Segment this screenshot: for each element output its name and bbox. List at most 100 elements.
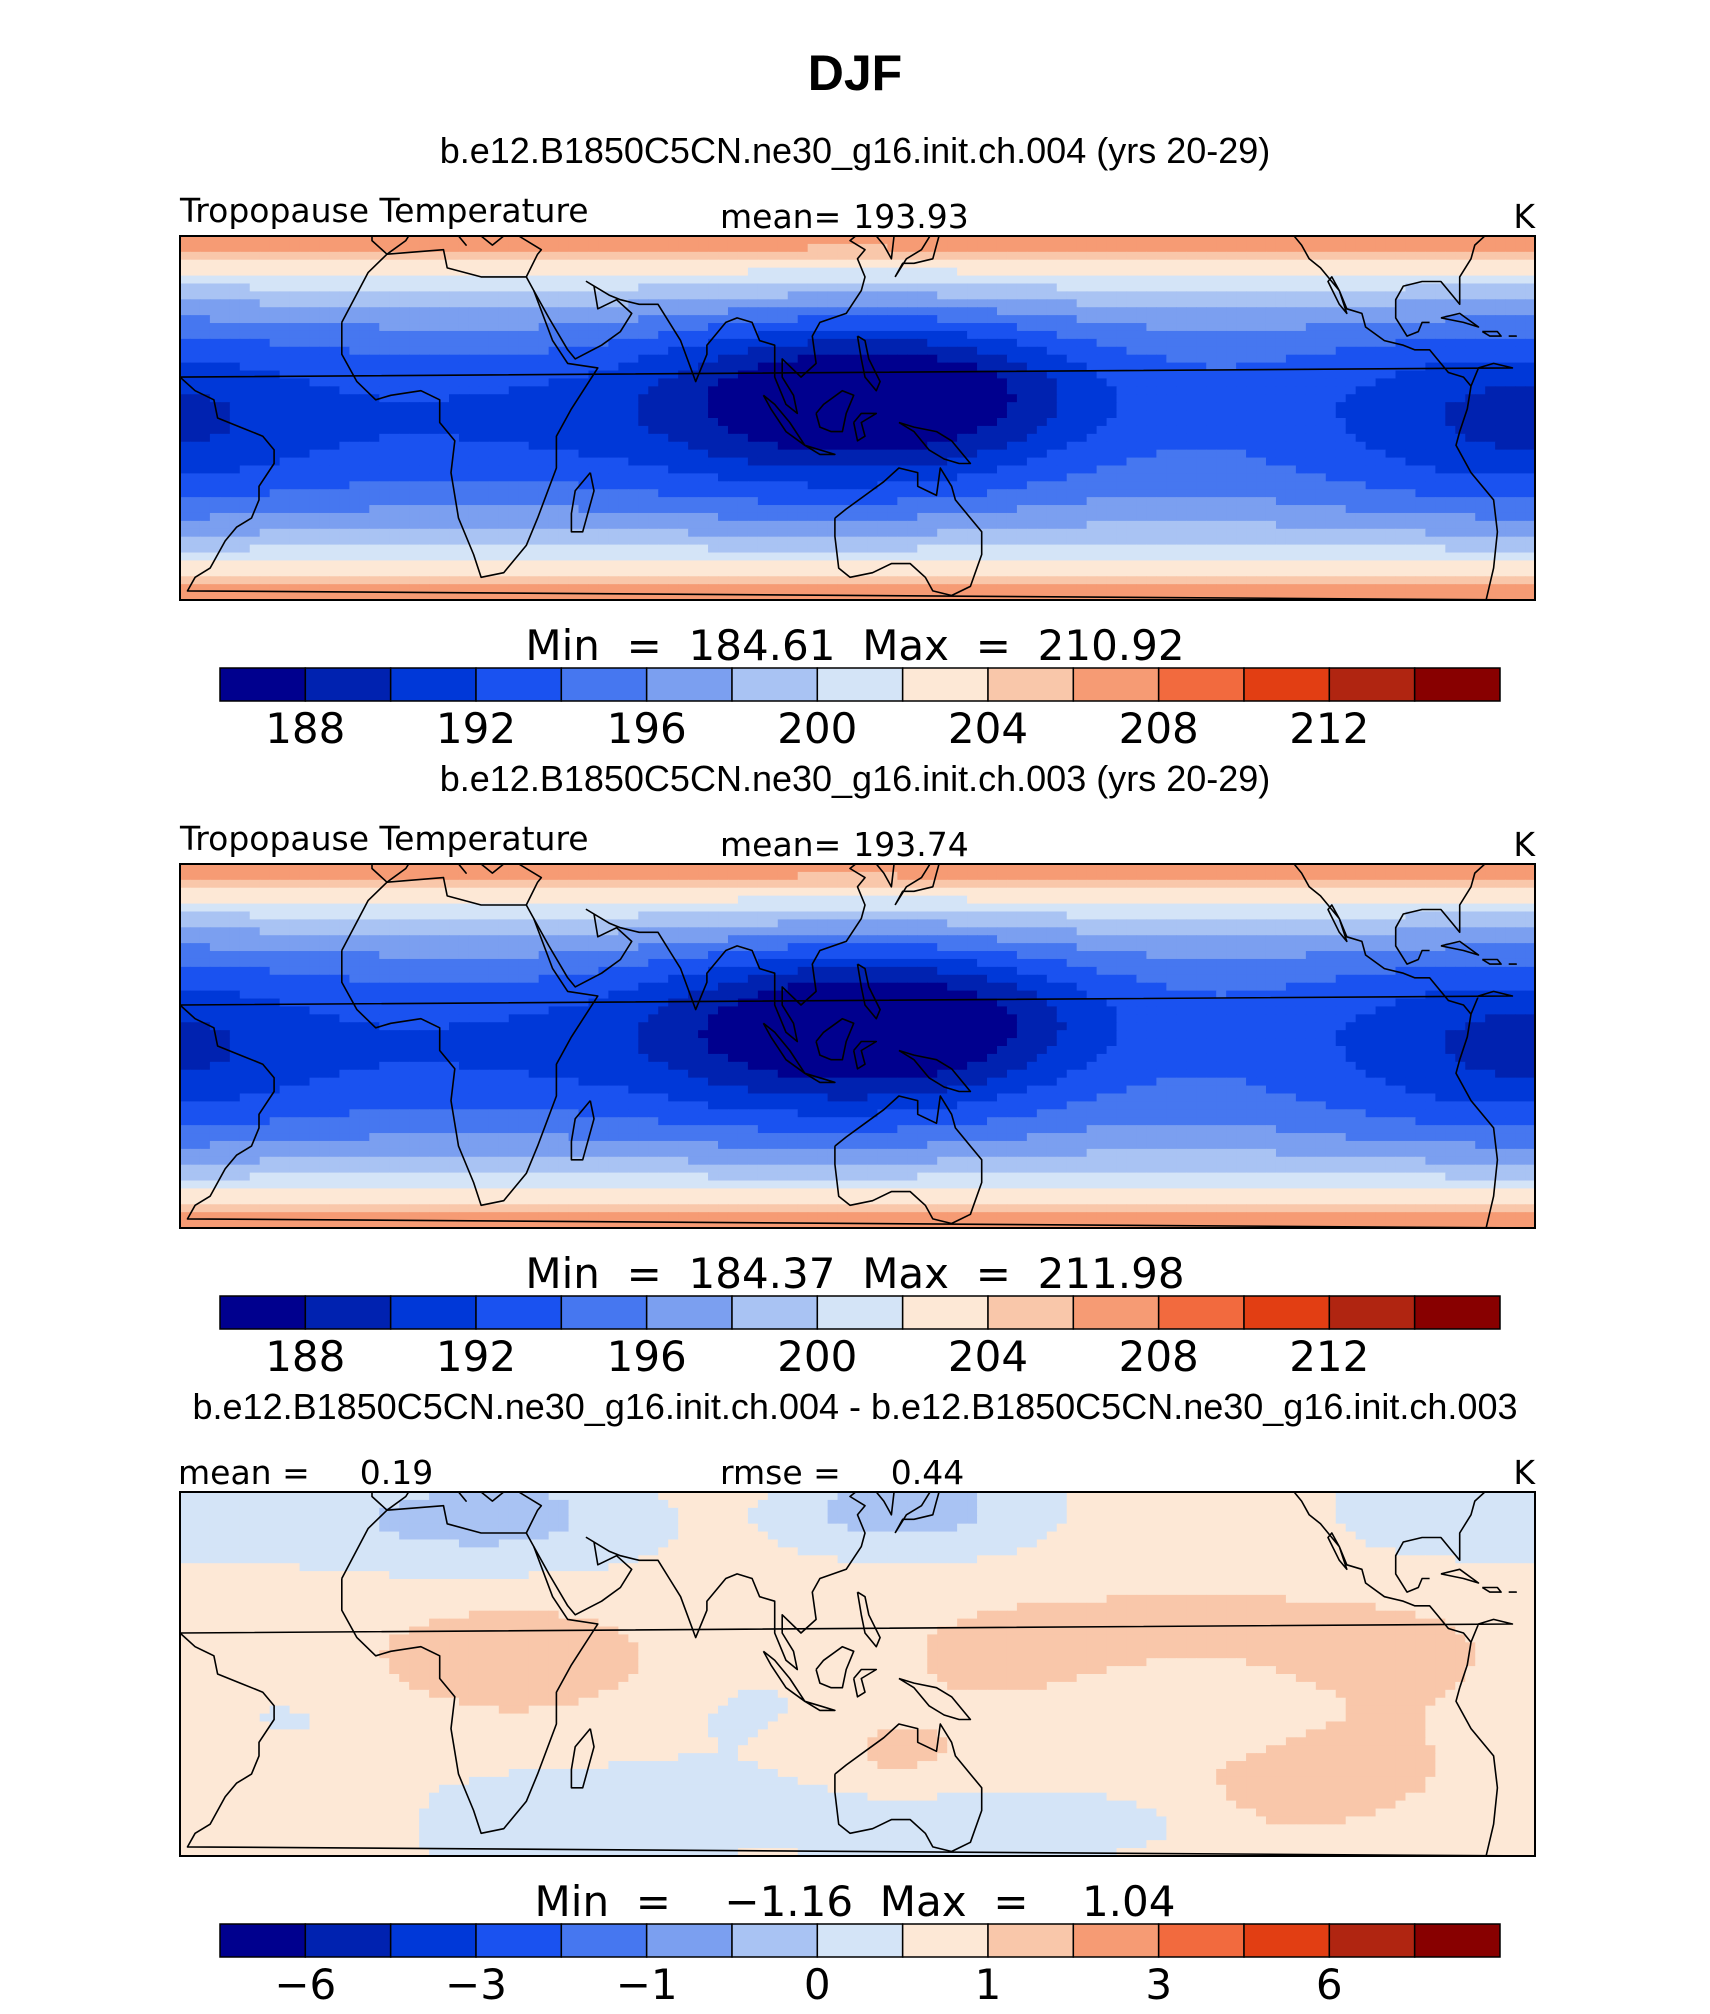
field-cell bbox=[1475, 346, 1486, 356]
field-cell bbox=[1345, 346, 1357, 356]
field-cell bbox=[857, 441, 869, 451]
field-cell bbox=[180, 505, 191, 514]
field-cell bbox=[708, 307, 719, 316]
field-cell bbox=[1455, 402, 1466, 411]
field-cell bbox=[877, 433, 888, 443]
field-cell bbox=[987, 243, 998, 253]
field-cell bbox=[299, 251, 311, 261]
field-cell bbox=[1525, 267, 1535, 277]
field-cell bbox=[1455, 259, 1466, 269]
field-cell bbox=[787, 299, 799, 308]
field-cell bbox=[429, 323, 440, 332]
field-cell bbox=[319, 299, 331, 308]
field-cell bbox=[648, 330, 659, 340]
field-cell bbox=[239, 410, 251, 419]
field-cell bbox=[1226, 251, 1237, 261]
field-cell bbox=[1126, 243, 1138, 253]
field-cell bbox=[468, 473, 480, 482]
field-cell bbox=[468, 338, 480, 348]
field-cell bbox=[767, 394, 779, 403]
field-cell bbox=[698, 433, 709, 443]
field-cell bbox=[289, 457, 301, 467]
field-cell bbox=[1295, 481, 1307, 490]
field-cell bbox=[1465, 251, 1476, 261]
field-cell bbox=[1176, 512, 1187, 522]
field-cell bbox=[688, 386, 699, 395]
field-cell bbox=[1265, 394, 1277, 403]
field-cell bbox=[1515, 283, 1526, 292]
field-cell bbox=[289, 473, 301, 482]
field-cell bbox=[409, 449, 420, 459]
field-cell bbox=[847, 338, 859, 348]
field-cell bbox=[708, 402, 719, 411]
field-cell bbox=[1305, 354, 1317, 364]
field-cell bbox=[299, 457, 311, 467]
field-cell bbox=[199, 512, 211, 522]
field-cell bbox=[957, 291, 968, 300]
field-cell bbox=[409, 354, 420, 364]
field-cell bbox=[1196, 299, 1207, 308]
field-cell bbox=[996, 299, 1008, 308]
field-cell bbox=[1096, 275, 1108, 285]
field-cell bbox=[1116, 449, 1128, 459]
field-cell bbox=[1415, 251, 1426, 261]
field-cell bbox=[229, 330, 241, 340]
field-cell bbox=[249, 457, 261, 467]
field-cell bbox=[488, 259, 500, 269]
field-cell bbox=[1146, 489, 1157, 498]
field-cell bbox=[797, 354, 809, 364]
field-cell bbox=[1465, 378, 1476, 387]
field-cell bbox=[1395, 275, 1407, 285]
field-cell bbox=[1365, 457, 1377, 467]
field-cell bbox=[1435, 473, 1446, 482]
field-cell bbox=[727, 489, 739, 498]
field-cell bbox=[1445, 291, 1456, 300]
field-cell bbox=[299, 275, 311, 285]
field-cell bbox=[1056, 497, 1068, 506]
field-cell bbox=[757, 315, 769, 324]
field-cell bbox=[897, 346, 908, 356]
field-cell bbox=[1056, 299, 1068, 308]
field-cell bbox=[468, 283, 480, 292]
field-cell bbox=[837, 418, 849, 427]
field-cell bbox=[1405, 505, 1417, 514]
field-cell bbox=[429, 236, 440, 245]
field-cell bbox=[399, 394, 410, 403]
field-cell bbox=[349, 362, 360, 372]
field-cell bbox=[319, 449, 331, 459]
field-cell bbox=[319, 236, 331, 245]
field-cell bbox=[1026, 418, 1038, 427]
field-cell bbox=[1086, 362, 1098, 372]
field-cell bbox=[797, 465, 809, 474]
field-cell bbox=[1385, 251, 1397, 261]
field-cell bbox=[698, 354, 709, 364]
field-cell bbox=[1106, 505, 1118, 514]
field-cell bbox=[1465, 418, 1476, 427]
field-cell bbox=[209, 259, 221, 269]
field-cell bbox=[349, 330, 360, 340]
field-cell bbox=[1016, 410, 1028, 419]
field-cell bbox=[498, 330, 510, 340]
field-cell bbox=[867, 251, 879, 261]
field-cell bbox=[1395, 315, 1407, 324]
field-cell bbox=[927, 338, 938, 348]
field-cell bbox=[897, 299, 908, 308]
field-cell bbox=[698, 275, 709, 285]
field-cell bbox=[987, 512, 998, 522]
field-cell bbox=[688, 267, 699, 277]
field-cell bbox=[887, 497, 898, 506]
field-cell bbox=[279, 251, 291, 261]
field-cell bbox=[508, 465, 520, 474]
field-cell bbox=[777, 457, 789, 467]
field-cell bbox=[1315, 307, 1327, 316]
field-cell bbox=[1146, 378, 1157, 387]
field-cell bbox=[1136, 473, 1148, 482]
field-cell bbox=[409, 481, 420, 490]
field-cell bbox=[967, 354, 978, 364]
field-cell bbox=[458, 236, 470, 245]
field-cell bbox=[757, 441, 769, 451]
field-cell bbox=[399, 330, 410, 340]
field-cell bbox=[1006, 251, 1018, 261]
field-cell bbox=[807, 465, 819, 474]
field-cell bbox=[399, 362, 410, 372]
